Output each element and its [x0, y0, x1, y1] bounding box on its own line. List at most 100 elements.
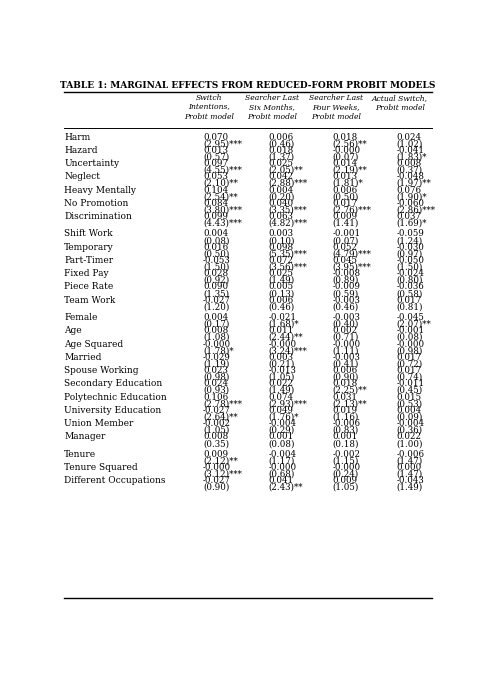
- Text: 0.009: 0.009: [333, 212, 358, 221]
- Text: (1.47): (1.47): [396, 470, 423, 479]
- Text: 0.017: 0.017: [396, 366, 422, 375]
- Text: 0.011: 0.011: [269, 326, 294, 335]
- Text: (0.74): (0.74): [396, 373, 423, 382]
- Text: (0.36): (0.36): [396, 426, 423, 435]
- Text: -0.008: -0.008: [333, 269, 361, 278]
- Text: Married: Married: [64, 353, 102, 362]
- Text: 0.025: 0.025: [269, 159, 294, 168]
- Text: (0.80): (0.80): [396, 276, 423, 285]
- Text: (1.49): (1.49): [396, 483, 423, 492]
- Text: 0.053: 0.053: [203, 172, 228, 182]
- Text: 0.003: 0.003: [269, 353, 294, 362]
- Text: (0.98): (0.98): [203, 373, 229, 382]
- Text: (2.95)***: (2.95)***: [203, 139, 242, 148]
- Text: Age: Age: [64, 326, 82, 335]
- Text: (2.54)**: (2.54)**: [203, 192, 238, 201]
- Text: 0.023: 0.023: [203, 366, 228, 375]
- Text: -0.000: -0.000: [333, 146, 361, 155]
- Text: (1.24): (1.24): [396, 236, 423, 245]
- Text: 0.076: 0.076: [396, 186, 421, 194]
- Text: -0.000: -0.000: [203, 463, 231, 472]
- Text: (0.46): (0.46): [269, 139, 295, 148]
- Text: -0.006: -0.006: [333, 419, 361, 428]
- Text: (1.81)*: (1.81)*: [333, 179, 363, 188]
- Text: 0.018: 0.018: [333, 133, 358, 141]
- Text: 0.097: 0.097: [203, 159, 228, 168]
- Text: 0.006: 0.006: [269, 295, 294, 305]
- Text: 0.052: 0.052: [333, 243, 358, 252]
- Text: Searcher Last
Four Weeks,
Probit model: Searcher Last Four Weeks, Probit model: [309, 94, 363, 121]
- Text: (1.76)*: (1.76)*: [269, 413, 299, 421]
- Text: -0.000: -0.000: [203, 340, 231, 349]
- Text: -0.000: -0.000: [333, 340, 361, 349]
- Text: Discrimination: Discrimination: [64, 212, 132, 221]
- Text: (0.35): (0.35): [203, 439, 229, 448]
- Text: -0.029: -0.029: [203, 353, 231, 362]
- Text: -0.045: -0.045: [396, 313, 424, 322]
- Text: -0.059: -0.059: [396, 229, 424, 238]
- Text: 0.006: 0.006: [269, 133, 294, 141]
- Text: (0.45): (0.45): [396, 386, 423, 395]
- Text: 0.001: 0.001: [269, 433, 294, 441]
- Text: 0.001: 0.001: [333, 433, 358, 441]
- Text: (5.35)***: (5.35)***: [269, 249, 307, 258]
- Text: -0.003: -0.003: [333, 295, 360, 305]
- Text: 0.028: 0.028: [203, 269, 228, 278]
- Text: 0.013: 0.013: [333, 172, 358, 182]
- Text: Uncertainty: Uncertainty: [64, 159, 120, 168]
- Text: -0.003: -0.003: [333, 313, 360, 322]
- Text: (0.81): (0.81): [396, 302, 423, 312]
- Text: (0.58): (0.58): [396, 289, 423, 298]
- Text: (0.37): (0.37): [396, 166, 423, 175]
- Text: (0.08): (0.08): [269, 439, 295, 448]
- Text: Piece Rate: Piece Rate: [64, 283, 114, 291]
- Text: -0.004: -0.004: [269, 419, 297, 428]
- Text: Union Member: Union Member: [64, 419, 134, 428]
- Text: 0.025: 0.025: [269, 269, 294, 278]
- Text: (3.35)***: (3.35)***: [269, 205, 307, 215]
- Text: -0.004: -0.004: [269, 450, 297, 459]
- Text: -0.060: -0.060: [396, 199, 424, 208]
- Text: -0.043: -0.043: [396, 476, 424, 485]
- Text: (2.05)**: (2.05)**: [269, 166, 303, 175]
- Text: (0.50): (0.50): [333, 192, 359, 201]
- Text: 0.040: 0.040: [269, 199, 294, 208]
- Text: -0.001: -0.001: [396, 326, 424, 335]
- Text: (0.17): (0.17): [203, 320, 229, 328]
- Text: 0.042: 0.042: [269, 172, 294, 182]
- Text: (0.68): (0.68): [269, 470, 295, 479]
- Text: -0.053: -0.053: [203, 256, 231, 265]
- Text: (1.20): (1.20): [203, 302, 229, 312]
- Text: 0.074: 0.074: [269, 392, 294, 402]
- Text: (1.15): (1.15): [333, 456, 359, 465]
- Text: 0.018: 0.018: [269, 146, 294, 155]
- Text: (0.46): (0.46): [269, 302, 295, 312]
- Text: Polytechnic Education: Polytechnic Education: [64, 392, 167, 402]
- Text: (0.90): (0.90): [203, 483, 229, 492]
- Text: -0.003: -0.003: [333, 353, 360, 362]
- Text: (2.93)***: (2.93)***: [269, 399, 307, 409]
- Text: 0.000: 0.000: [396, 463, 422, 472]
- Text: 0.018: 0.018: [333, 380, 358, 388]
- Text: Female: Female: [64, 313, 98, 322]
- Text: Heavy Mentally: Heavy Mentally: [64, 186, 136, 194]
- Text: Fixed Pay: Fixed Pay: [64, 269, 109, 278]
- Text: -0.041: -0.041: [396, 146, 424, 155]
- Text: (0.21): (0.21): [269, 359, 295, 368]
- Text: (0.72): (0.72): [396, 359, 423, 368]
- Text: (1.49): (1.49): [269, 386, 295, 395]
- Text: (0.18): (0.18): [333, 439, 359, 448]
- Text: -0.030: -0.030: [396, 243, 424, 252]
- Text: 0.008: 0.008: [203, 326, 228, 335]
- Text: (2.76)***: (2.76)***: [333, 205, 371, 215]
- Text: Secondary Education: Secondary Education: [64, 380, 163, 388]
- Text: 0.002: 0.002: [333, 326, 358, 335]
- Text: Searcher Last
Six Months,
Probit model: Searcher Last Six Months, Probit model: [245, 94, 300, 121]
- Text: (2.88)***: (2.88)***: [269, 179, 308, 188]
- Text: -0.001: -0.001: [333, 229, 361, 238]
- Text: (2.64)**: (2.64)**: [203, 413, 238, 421]
- Text: 0.017: 0.017: [333, 199, 358, 208]
- Text: (1.41): (1.41): [333, 219, 359, 228]
- Text: Temporary: Temporary: [64, 243, 114, 252]
- Text: -0.021: -0.021: [269, 313, 297, 322]
